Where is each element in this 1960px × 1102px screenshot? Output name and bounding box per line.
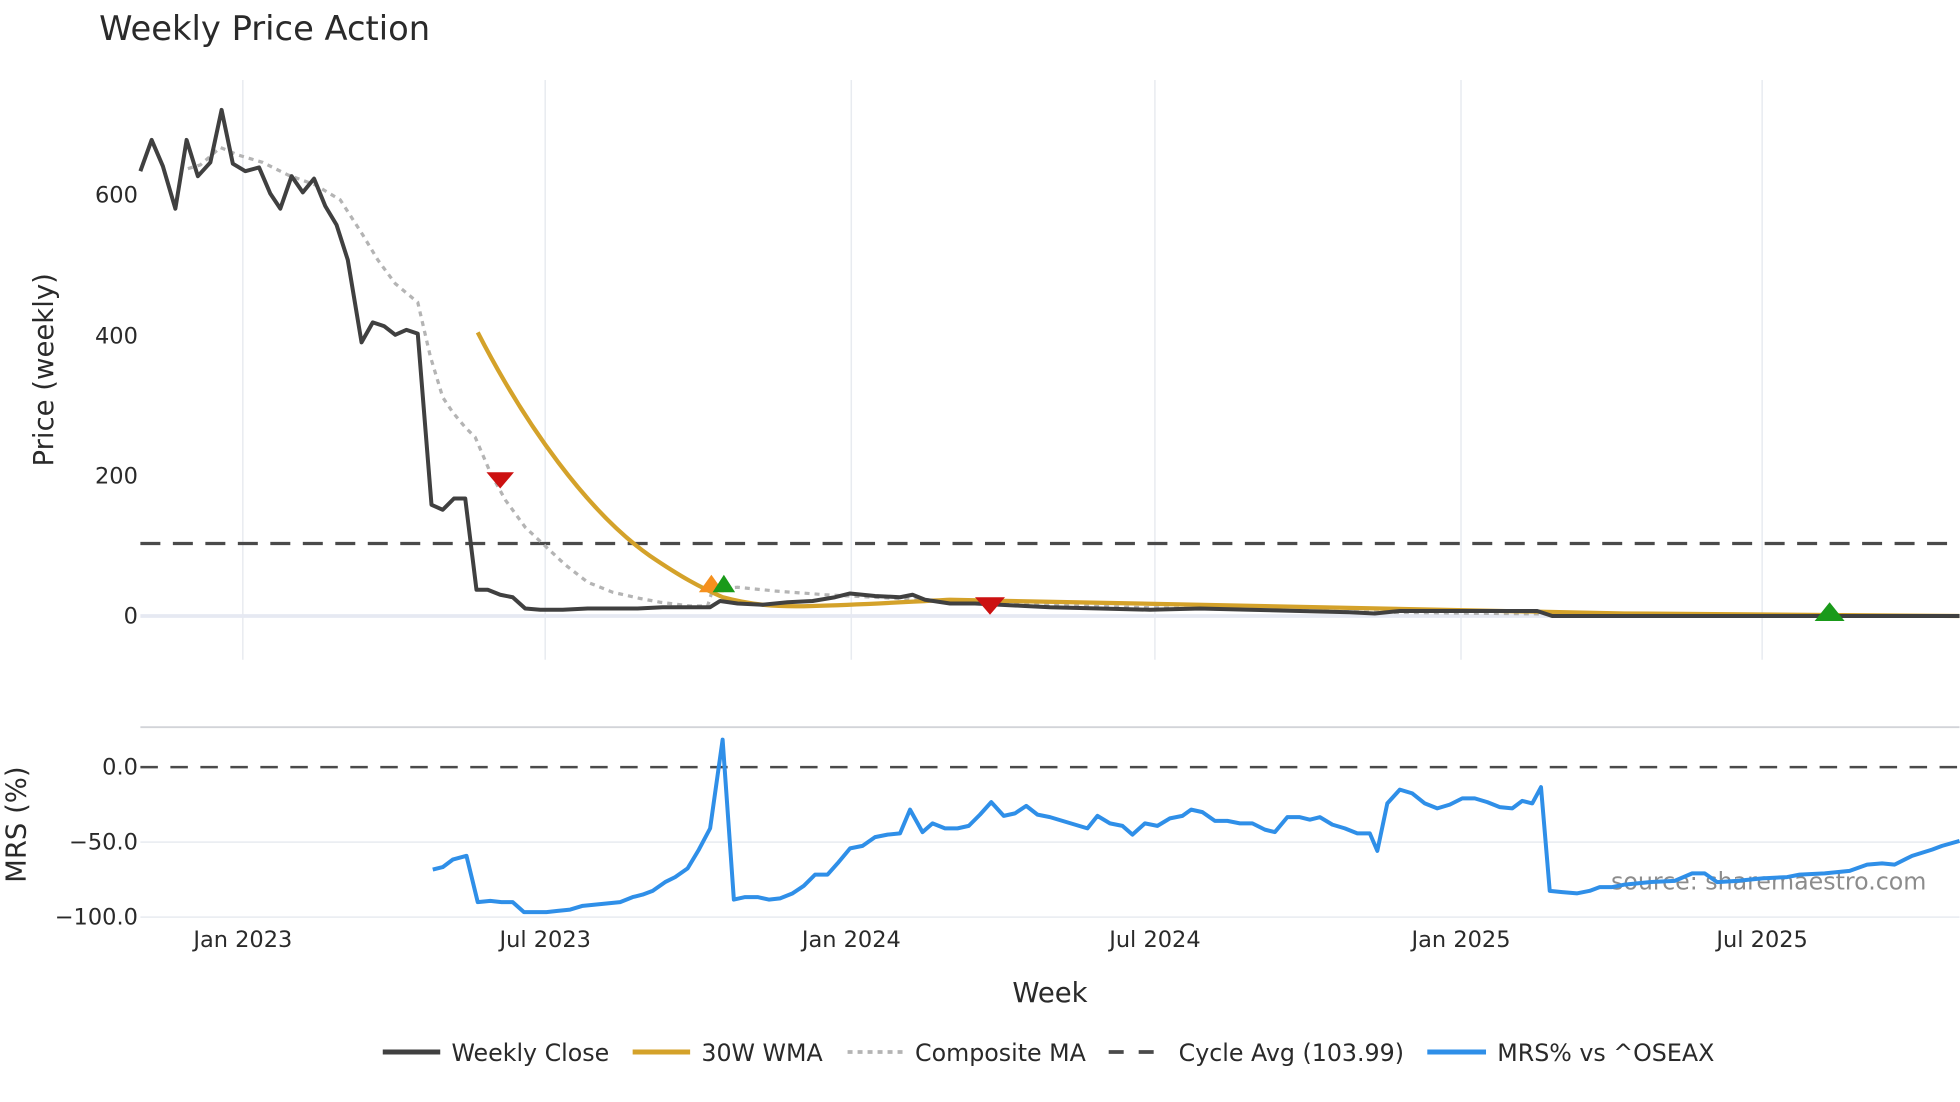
x-tick-jul-2025: Jul 2025 xyxy=(1714,927,1807,953)
x-tick-jul-2024: Jul 2024 xyxy=(1107,927,1200,953)
composite-ma-line xyxy=(187,145,1960,618)
x-tick-jan-2025: Jan 2025 xyxy=(1410,927,1511,953)
legend: Weekly Close 30W WMA Composite MA Cycle … xyxy=(382,1039,1714,1067)
chart-title: Weekly Price Action xyxy=(99,9,430,48)
legend-item-wma30[interactable]: 30W WMA xyxy=(632,1039,824,1067)
y-tick-0: 0 xyxy=(124,603,138,629)
weekly-close-line xyxy=(138,107,1960,618)
mrs-tick-0: 0.0 xyxy=(102,755,138,781)
x-axis-title: Week xyxy=(1012,977,1087,1009)
signal-markers xyxy=(486,472,1845,621)
mrs-y-ticks: 0.0 −50.0 −100.0 xyxy=(55,755,138,931)
x-axis: Jan 2023 Jul 2023 Jan 2024 Jul 2024 Jan … xyxy=(191,927,1808,1009)
price-y-ticks: 600 400 200 0 xyxy=(95,182,138,629)
legend-item-weekly-close[interactable]: Weekly Close xyxy=(382,1039,609,1067)
legend-label: MRS% vs ^OSEAX xyxy=(1497,1039,1714,1067)
legend-label: Weekly Close xyxy=(451,1039,609,1067)
x-tick-jul-2023: Jul 2023 xyxy=(497,927,590,953)
buy-signal-icon[interactable] xyxy=(712,574,736,593)
buy-signal-icon[interactable] xyxy=(1814,602,1845,621)
wma30-line xyxy=(475,331,1960,619)
mrs-line xyxy=(432,737,1960,915)
mrs-tick-minus50: −50.0 xyxy=(69,830,138,856)
price-x-gridlines xyxy=(242,79,1763,660)
legend-item-mrs[interactable]: MRS% vs ^OSEAX xyxy=(1427,1039,1714,1067)
legend-label: 30W WMA xyxy=(701,1039,823,1067)
price-panel: 600 400 200 0 Price (weekly) xyxy=(28,79,1960,660)
x-tick-jan-2024: Jan 2024 xyxy=(800,927,901,953)
y-tick-400: 400 xyxy=(95,324,138,350)
legend-label: Composite MA xyxy=(915,1039,1087,1067)
legend-label: Cycle Avg (103.99) xyxy=(1179,1039,1404,1067)
y-tick-200: 200 xyxy=(95,464,138,490)
legend-item-composite-ma[interactable]: Composite MA xyxy=(847,1039,1087,1067)
mrs-tick-minus100: −100.0 xyxy=(55,905,138,931)
price-y-axis-title: Price (weekly) xyxy=(28,273,60,466)
mrs-y-axis-title: MRS (%) xyxy=(0,766,32,883)
sell-signal-icon[interactable] xyxy=(486,472,514,489)
legend-item-cycle-avg[interactable]: Cycle Avg (103.99) xyxy=(1108,1039,1404,1067)
y-tick-600: 600 xyxy=(95,182,138,208)
x-tick-jan-2023: Jan 2023 xyxy=(191,927,292,953)
mrs-panel: 0.0 −50.0 −100.0 MRS (%) source: sharema… xyxy=(0,726,1960,931)
sell-signal-icon[interactable] xyxy=(975,597,1005,615)
